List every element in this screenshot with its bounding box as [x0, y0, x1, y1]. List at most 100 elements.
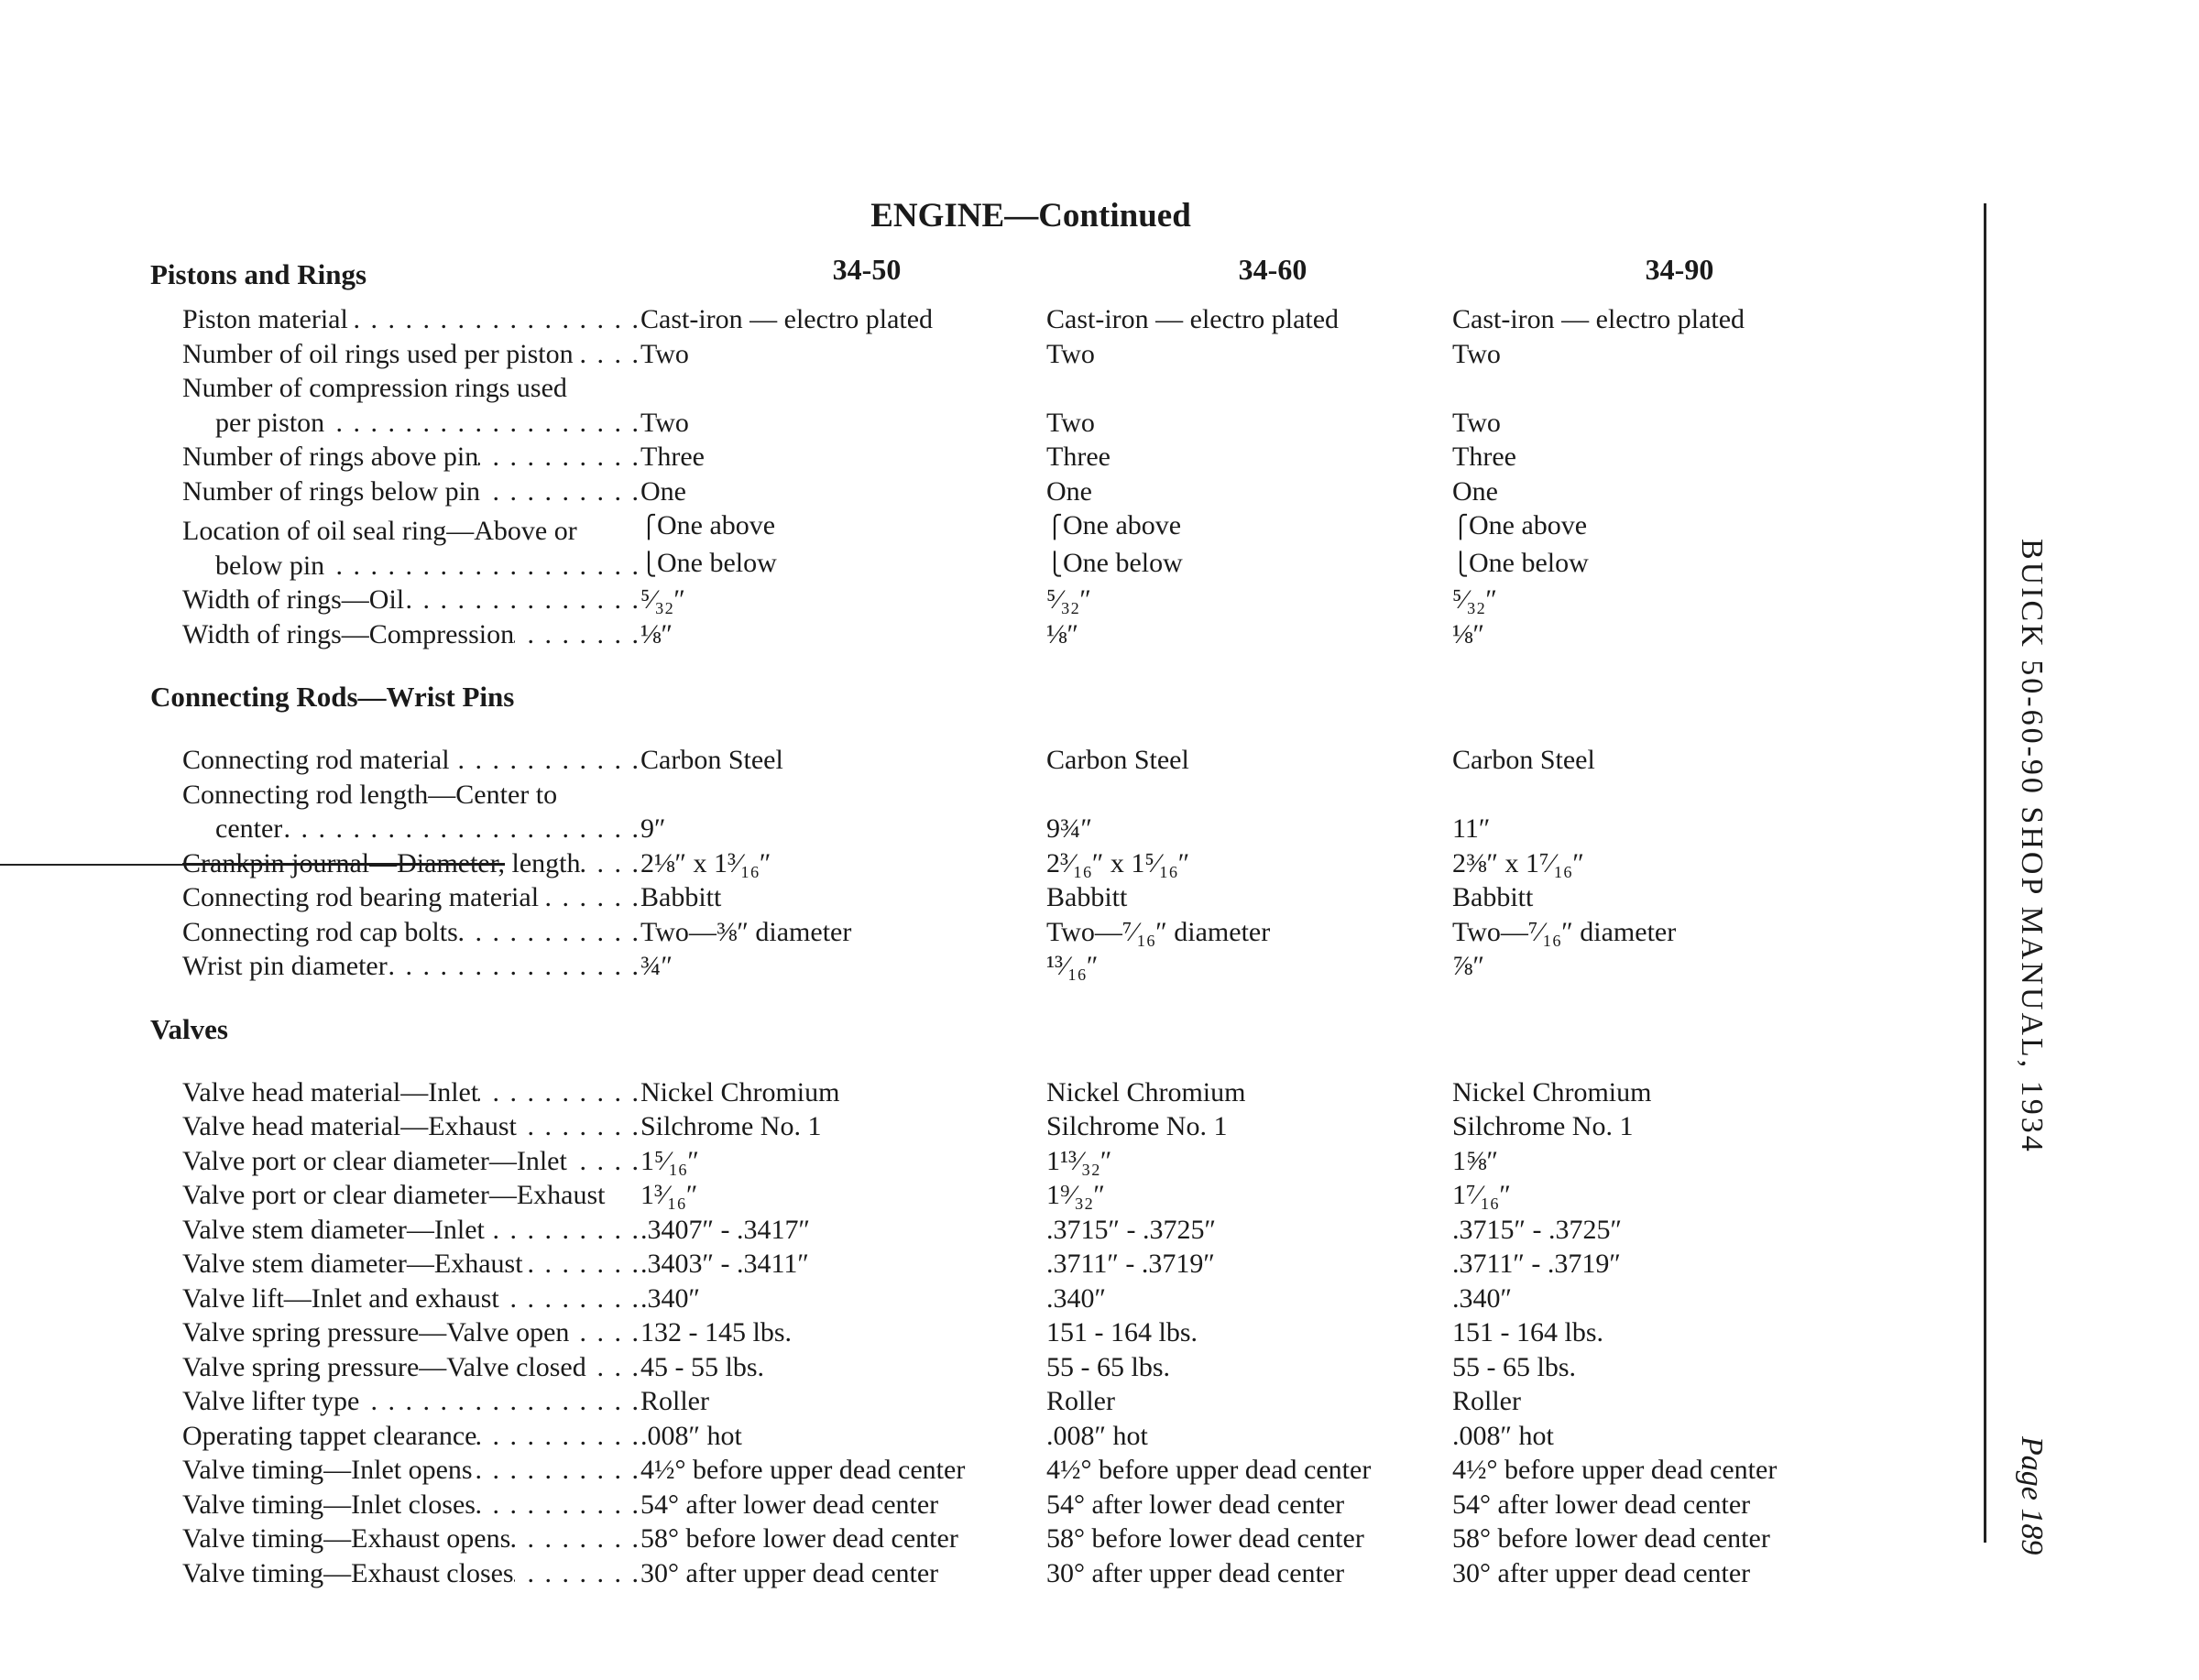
value-line: 1⁷⁄₁₆″: [1452, 1180, 1511, 1210]
value-line: ⁵⁄₃₂″: [640, 584, 685, 615]
label-text: Valve lift—Inlet and exhaust: [182, 1282, 499, 1314]
label-text: Valve spring pressure—Valve closed: [182, 1351, 586, 1382]
value-line: Cast-iron — electro plated: [640, 304, 934, 334]
spec-value-34-90: ⅛″: [1452, 617, 1910, 652]
spec-value-34-90: 11″: [1452, 812, 1910, 846]
spec-value-34-90: .340″: [1452, 1282, 1910, 1316]
spec-table: Pistons and Rings Piston material Cast-iro…: [0, 249, 1964, 1590]
label-text: Width of rings—Compression: [182, 618, 515, 649]
spec-row: Valve lifter type Roller Roller Roller: [150, 1384, 1964, 1419]
column-header-34-50: 34-50: [832, 253, 902, 286]
spec-value-34-50: 58° before lower dead center: [640, 1522, 1046, 1556]
spec-label: Valve port or clear diameter—Inlet: [150, 1144, 640, 1179]
spec-label: Number of rings below pin: [150, 475, 640, 509]
label-text: Number of oil rings used per piston: [182, 338, 574, 369]
spec-value-34-90: ⁵⁄₃₂″: [1452, 583, 1910, 617]
value-line: Two: [640, 407, 689, 438]
label-text: Connecting rod length—Center to: [182, 779, 558, 810]
label-text: Number of compression rings used: [182, 373, 567, 403]
label-text: Connecting rod bearing material: [182, 882, 540, 912]
spec-label: Number of oil rings used per piston: [150, 337, 640, 372]
value-line: ¹³⁄₁₆″: [1046, 951, 1099, 981]
section-heading: Valves: [150, 1012, 228, 1045]
spec-label: Valve port or clear diameter—Exhaust: [150, 1178, 640, 1213]
spec-row: Piston material Cast-iron — electro plate…: [150, 302, 1964, 337]
spec-label: Connecting rod length—Center to center: [150, 778, 640, 846]
label-line: Location of oil seal ring—Above or: [182, 514, 640, 549]
spec-row: Valve spring pressure—Valve open 132 - 14…: [150, 1315, 1964, 1350]
label-line: Operating tappet clearance: [182, 1419, 640, 1454]
spec-value-34-50: .3407″ - .3417″: [640, 1213, 1046, 1248]
spec-label: Number of rings above pin: [150, 440, 640, 475]
spec-value-34-90: Two: [1452, 406, 1910, 441]
value-line: .3711″ - .3719″: [1452, 1249, 1621, 1279]
spec-value-34-50: One: [640, 475, 1046, 509]
label-text: Valve timing—Inlet closes: [182, 1489, 476, 1520]
value-line: Cast-iron — electro plated: [1046, 304, 1340, 334]
value-line: ⅛″: [1046, 618, 1078, 649]
spec-value-34-50: 45 - 55 lbs.: [640, 1350, 1046, 1385]
spec-value-34-60: ¹³⁄₁₆″: [1046, 949, 1452, 984]
spec-value-34-50: Two: [640, 337, 1046, 372]
value-line: ⁵⁄₃₂″: [1452, 584, 1497, 615]
section-heading: Pistons and Rings: [150, 258, 367, 290]
spec-value-34-50: .340″: [640, 1282, 1046, 1316]
spec-row: Valve timing—Inlet closes 54° after lower…: [150, 1488, 1964, 1522]
value-line: ⅞″: [1452, 951, 1484, 981]
value-line: .3715″ - .3725″: [1046, 1214, 1216, 1245]
value-line: Two: [640, 338, 689, 369]
label-line: Wrist pin diameter: [182, 949, 640, 984]
value-line: 58° before lower dead center: [1452, 1523, 1770, 1554]
value-line: 30° after upper dead center: [1046, 1557, 1345, 1588]
spec-value-34-50: Two—⅜″ diameter: [640, 915, 1046, 950]
spec-row: Connecting rod cap bolts Two—⅜″ diameter T…: [150, 915, 1964, 950]
spec-value-34-90: Three: [1452, 440, 1910, 475]
spec-value-34-60: 58° before lower dead center: [1046, 1522, 1452, 1556]
value-line: 4½° before upper dead center: [640, 1455, 966, 1485]
spec-value-34-60: Three: [1046, 440, 1452, 475]
value-line: 30° after upper dead center: [640, 1557, 939, 1588]
spec-value-34-50: 1³⁄₁₆″: [640, 1178, 1046, 1213]
spec-value-34-90: Carbon Steel: [1452, 743, 1910, 778]
spec-label: Number of compression rings used per pist…: [150, 371, 640, 440]
value-line: 132 - 145 lbs.: [640, 1317, 792, 1347]
spec-label: Connecting rod bearing material: [150, 880, 640, 915]
label-line: Valve head material—Inlet: [182, 1075, 640, 1110]
value-line: Two: [1452, 338, 1501, 369]
spec-value-34-60: Two: [1046, 406, 1452, 441]
spec-value-34-90: ⅞″: [1452, 949, 1910, 984]
spec-label: Valve head material—Exhaust: [150, 1109, 640, 1144]
spec-value-34-60: Silchrome No. 1: [1046, 1109, 1452, 1144]
spec-row: Number of compression rings used per pist…: [150, 371, 1964, 440]
section-gap: [150, 1055, 1964, 1075]
value-line: ⅛″: [640, 618, 673, 649]
label-line: Piston material: [182, 302, 640, 337]
value-line: 58° before lower dead center: [1046, 1523, 1364, 1554]
spec-row: Valve timing—Inlet opens 4½° before upper…: [150, 1453, 1964, 1488]
spec-label: Valve stem diameter—Inlet: [150, 1213, 640, 1248]
value-line: Babbitt: [1046, 882, 1128, 912]
value-line: Two—⁷⁄₁₆″ diameter: [1046, 916, 1271, 947]
value-line: 4½° before upper dead center: [1046, 1455, 1372, 1485]
spec-label: Valve spring pressure—Valve closed: [150, 1350, 640, 1385]
value-line: Babbitt: [1452, 882, 1534, 912]
label-line: Number of compression rings used: [182, 371, 640, 406]
column-header-34-90: 34-90: [1645, 253, 1714, 286]
spec-value-34-90: Nickel Chromium: [1452, 1075, 1910, 1110]
spec-value-34-60: Two: [1046, 337, 1452, 372]
value-line: 1¹³⁄₃₂″: [1046, 1145, 1112, 1176]
spec-row: Valve head material—Exhaust Silchrome No.…: [150, 1109, 1964, 1144]
label-line: Valve lift—Inlet and exhaust: [182, 1282, 640, 1316]
label-line: Crankpin journal—Diameter, length: [182, 846, 640, 881]
label-text: Number of rings below pin: [182, 475, 480, 507]
section-heading: Connecting Rods—Wrist Pins: [150, 681, 515, 713]
label-line: Valve stem diameter—Inlet: [182, 1213, 640, 1248]
section-gap: [150, 651, 1964, 671]
value-line: Three: [1452, 442, 1516, 472]
label-line: Number of rings below pin: [182, 475, 640, 509]
spec-label: Valve lift—Inlet and exhaust: [150, 1282, 640, 1316]
spec-value-34-90: 2⅜″ x 1⁷⁄₁₆″: [1452, 846, 1910, 881]
label-text: Valve timing—Inlet opens: [182, 1455, 473, 1485]
value-line: 151 - 164 lbs.: [1452, 1317, 1603, 1347]
spec-label: Width of rings—Compression: [150, 617, 640, 652]
